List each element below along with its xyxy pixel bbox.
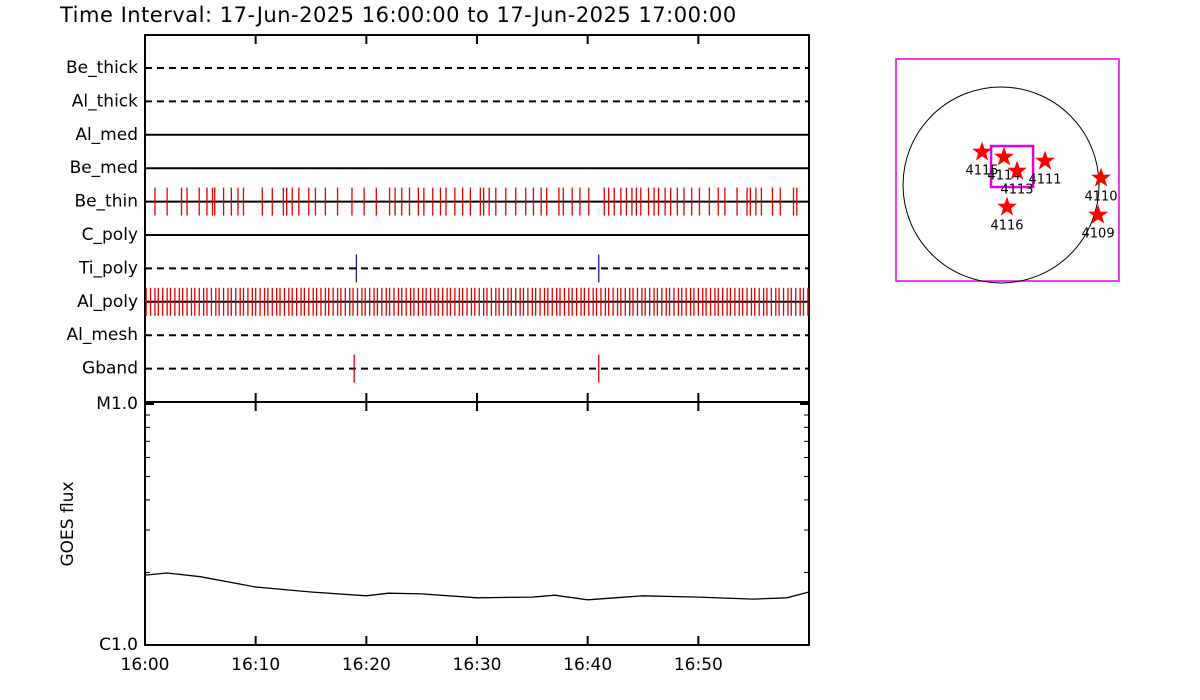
region-label: 4113: [1000, 183, 1033, 198]
region-star: [994, 146, 1014, 166]
goes-frame: [144, 401, 810, 646]
row-label: Al_thick: [72, 91, 138, 111]
map-frame: [895, 58, 1120, 282]
fov-box: [989, 144, 1035, 189]
x-tick-label: 16:00: [121, 655, 170, 675]
x-tick-label: 16:20: [342, 655, 391, 675]
region-label: 4109: [1082, 226, 1115, 241]
x-tick-label: 16:40: [563, 655, 612, 675]
x-tick-label: 16:30: [453, 655, 502, 675]
row-label: Ti_poly: [78, 258, 138, 278]
region-star: [1035, 150, 1055, 170]
x-tick-label: 16:50: [674, 655, 723, 675]
region-label: 4111: [1028, 173, 1061, 188]
timeline-frame: [144, 34, 810, 403]
row-label: Al_med: [75, 125, 138, 145]
region-star: [1091, 167, 1111, 187]
region-label: 4110: [1084, 189, 1117, 204]
row-label: Be_thick: [66, 58, 138, 78]
goes-curve: [144, 572, 810, 601]
region-label: 4114: [987, 169, 1020, 184]
region-label: 4116: [990, 219, 1023, 234]
row-label: C_poly: [82, 225, 138, 245]
region-label: 4115: [965, 164, 998, 179]
y-tick-label: M1.0: [96, 394, 138, 414]
row-label: Al_mesh: [66, 325, 138, 345]
solar-disk: [902, 86, 1100, 284]
region-star: [1088, 204, 1109, 224]
region-star: [972, 141, 992, 161]
y-tick-label: C1.0: [99, 635, 138, 655]
page-title: Time Interval: 17-Jun-2025 16:00:00 to 1…: [59, 3, 737, 27]
region-star: [997, 196, 1017, 216]
row-label: Be_thin: [74, 192, 138, 212]
row-label: Gband: [82, 359, 138, 379]
row-label: Be_med: [70, 158, 138, 178]
row-label: Al_poly: [77, 292, 138, 312]
region-star: [1007, 160, 1027, 180]
y-axis-label: GOES flux: [58, 481, 78, 566]
x-tick-label: 16:10: [231, 655, 280, 675]
